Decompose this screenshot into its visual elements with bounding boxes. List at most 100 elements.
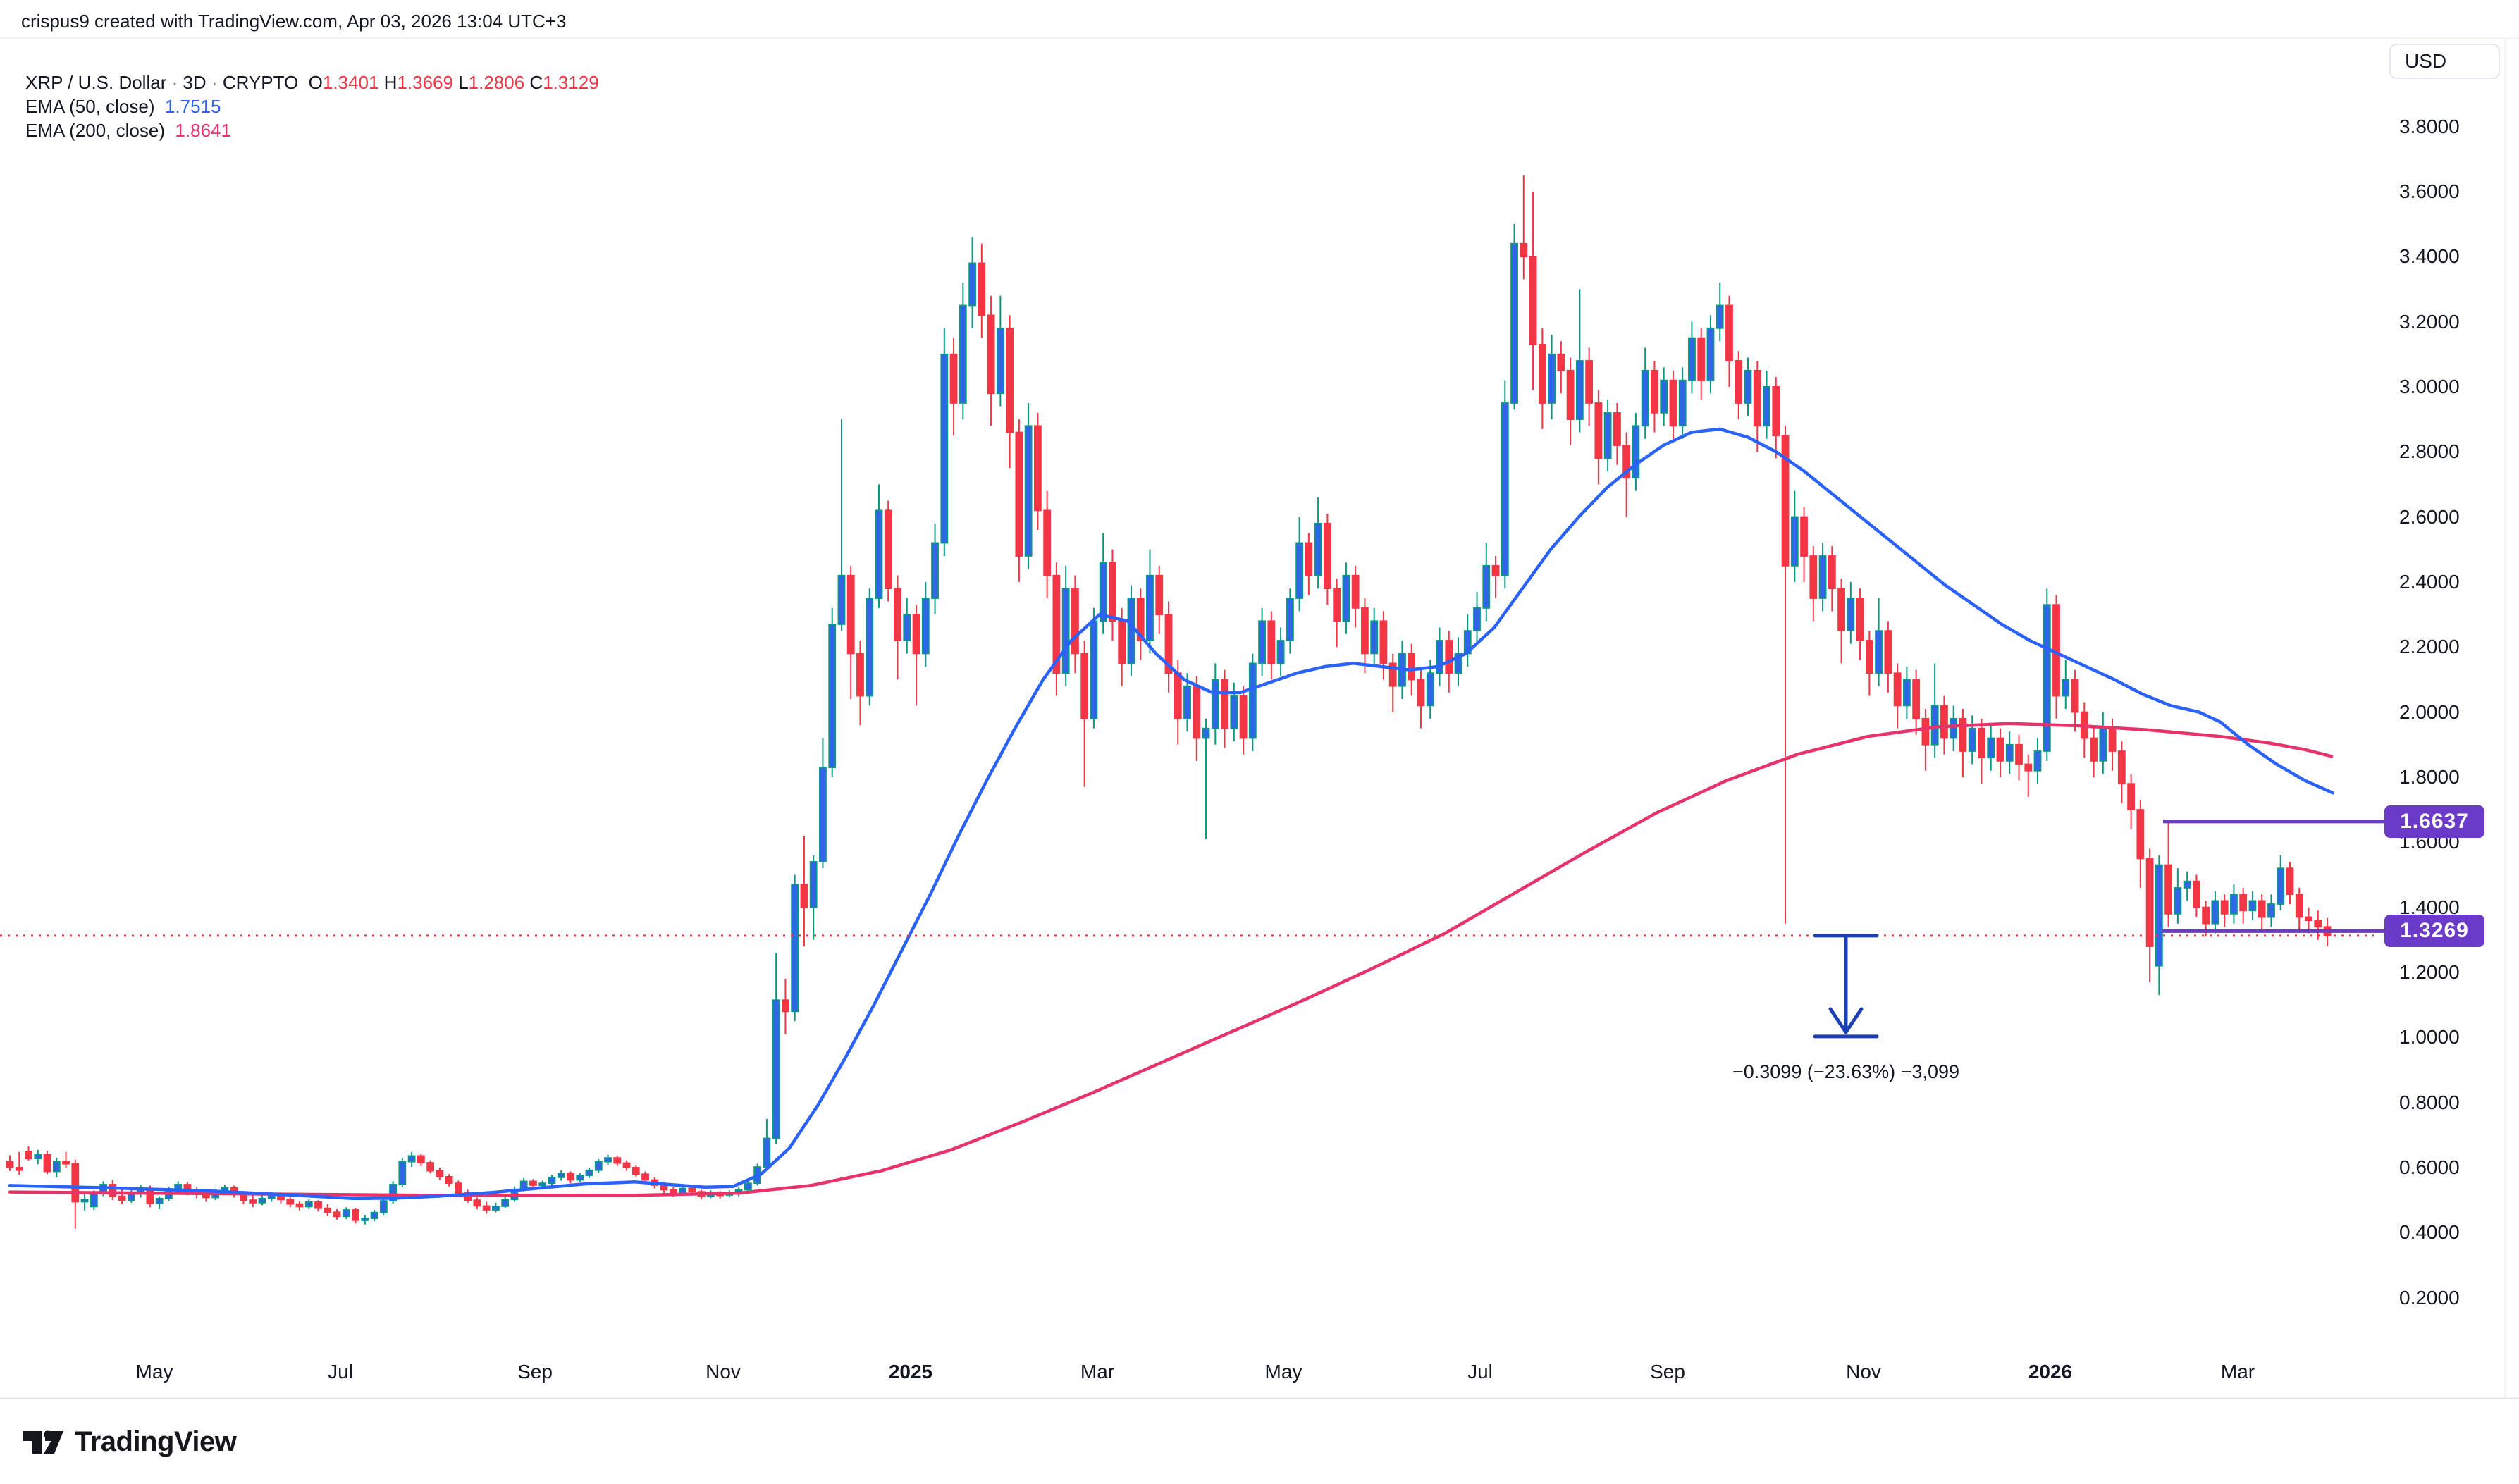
candle-down: [2024, 763, 2033, 772]
candle-up: [819, 767, 827, 862]
candle-down: [641, 1173, 649, 1181]
ema50-label: EMA (50, close): [25, 96, 165, 117]
candle-down: [15, 1167, 23, 1171]
symbol-ohlc-row[interactable]: XRP / U.S. Dollar · 3D · CRYPTO O1.3401 …: [25, 70, 599, 94]
ema50-line[interactable]: [8, 427, 2335, 1201]
candle-down: [1071, 588, 1079, 655]
time-tick-May: May: [1264, 1361, 1302, 1383]
candle-down: [71, 1163, 80, 1203]
candle-down: [1136, 598, 1145, 641]
candle-up: [1688, 337, 1696, 381]
candle-up: [1902, 679, 1911, 707]
candle-down: [482, 1205, 491, 1211]
candle-down: [417, 1155, 425, 1163]
candle-up: [1847, 598, 1855, 632]
ema200-line[interactable]: [8, 722, 2334, 1197]
candle-down: [109, 1184, 117, 1197]
candle-up: [1061, 588, 1070, 674]
price-tick-3.6000: 3.6000: [2399, 180, 2460, 202]
candle-down: [1697, 337, 1706, 381]
candle-down: [1118, 620, 1126, 664]
candle-down: [1174, 672, 1182, 719]
candle-up: [557, 1173, 565, 1178]
candle-up: [931, 542, 939, 599]
candle-up: [2033, 750, 2042, 772]
legend-part-0: XRP / U.S. Dollar: [25, 72, 167, 93]
candle-up: [1454, 653, 1462, 674]
time-tick-2025: 2025: [888, 1361, 933, 1383]
candle-down: [846, 574, 855, 655]
candle-up: [1575, 360, 1584, 420]
candle-down: [62, 1161, 70, 1165]
candle-up: [1314, 522, 1322, 576]
ema200-row[interactable]: EMA (200, close) 1.8641: [25, 118, 599, 142]
candle-up: [370, 1211, 378, 1219]
currency-toggle-button[interactable]: USD: [2389, 44, 2500, 79]
candle-down: [324, 1207, 332, 1213]
candle-up: [1678, 379, 1687, 427]
candle-down: [567, 1173, 574, 1181]
candle-up: [52, 1161, 61, 1173]
measure-arrowhead-right: [1844, 1007, 1864, 1034]
candle-down: [1959, 717, 1967, 752]
price-tick-0.6000: 0.6000: [2399, 1156, 2460, 1178]
candle-down: [2295, 894, 2303, 918]
candle-up: [389, 1184, 397, 1201]
candle-up: [304, 1201, 313, 1208]
candle-down: [333, 1211, 341, 1218]
candle-down: [894, 588, 901, 641]
candle-up: [1968, 727, 1976, 752]
candle-down: [1828, 555, 1836, 590]
candle-up: [996, 327, 1004, 395]
candle-down: [1033, 425, 1042, 512]
candle-up: [1183, 685, 1191, 719]
chart-legend: XRP / U.S. Dollar · 3D · CRYPTO O1.3401 …: [25, 70, 599, 142]
candle-up: [1641, 369, 1649, 427]
candle-up: [548, 1176, 556, 1185]
candle-down: [1043, 509, 1052, 576]
price-tick-2.8000: 2.8000: [2399, 440, 2460, 463]
ema200-value: 1.8641: [175, 120, 231, 141]
candle-down: [436, 1170, 444, 1177]
candle-up: [361, 1218, 369, 1221]
candle-down: [352, 1209, 359, 1221]
candle-down: [1884, 630, 1892, 674]
candle-up: [940, 353, 949, 544]
candle-up: [2062, 679, 2070, 697]
candle-up: [1473, 607, 1481, 632]
time-tick-Jul: Jul: [1467, 1361, 1493, 1383]
candle-up: [2174, 887, 2182, 915]
candle-down: [1566, 369, 1575, 420]
candle-up: [1930, 705, 1939, 746]
candle-down: [949, 353, 958, 404]
candle-down: [249, 1199, 257, 1204]
ema50-row[interactable]: EMA (50, close) 1.7515: [25, 94, 599, 118]
legend-part-1: ·: [166, 72, 183, 93]
candle-down: [1725, 304, 1733, 361]
candle-up: [1875, 630, 1883, 674]
time-tick-Nov: Nov: [706, 1361, 741, 1383]
candle-down: [473, 1199, 481, 1207]
candle-down: [529, 1180, 537, 1186]
candle-up: [585, 1169, 593, 1176]
candle-up: [1763, 386, 1770, 427]
candle-down: [1735, 360, 1743, 404]
candle-down: [1594, 402, 1603, 459]
legend-part-4: CRYPTO: [222, 72, 299, 93]
candle-up: [2155, 864, 2163, 967]
candle-down: [1193, 685, 1201, 739]
candle-down: [1856, 598, 1864, 641]
legend-part-5: O: [298, 72, 323, 93]
candle-down: [454, 1182, 462, 1194]
attribution-text: crispus9 created with TradingView.com, A…: [21, 11, 567, 32]
candle-down: [43, 1154, 51, 1173]
candle-up: [1286, 598, 1294, 641]
tradingview-logo[interactable]: TradingView: [21, 1426, 237, 1458]
price-tick-0.4000: 0.4000: [2399, 1221, 2460, 1244]
candle-up: [968, 262, 976, 307]
candle-down: [622, 1162, 631, 1168]
candle-up: [1342, 574, 1350, 622]
candle-down: [1361, 607, 1369, 655]
candle-down: [1622, 445, 1631, 479]
